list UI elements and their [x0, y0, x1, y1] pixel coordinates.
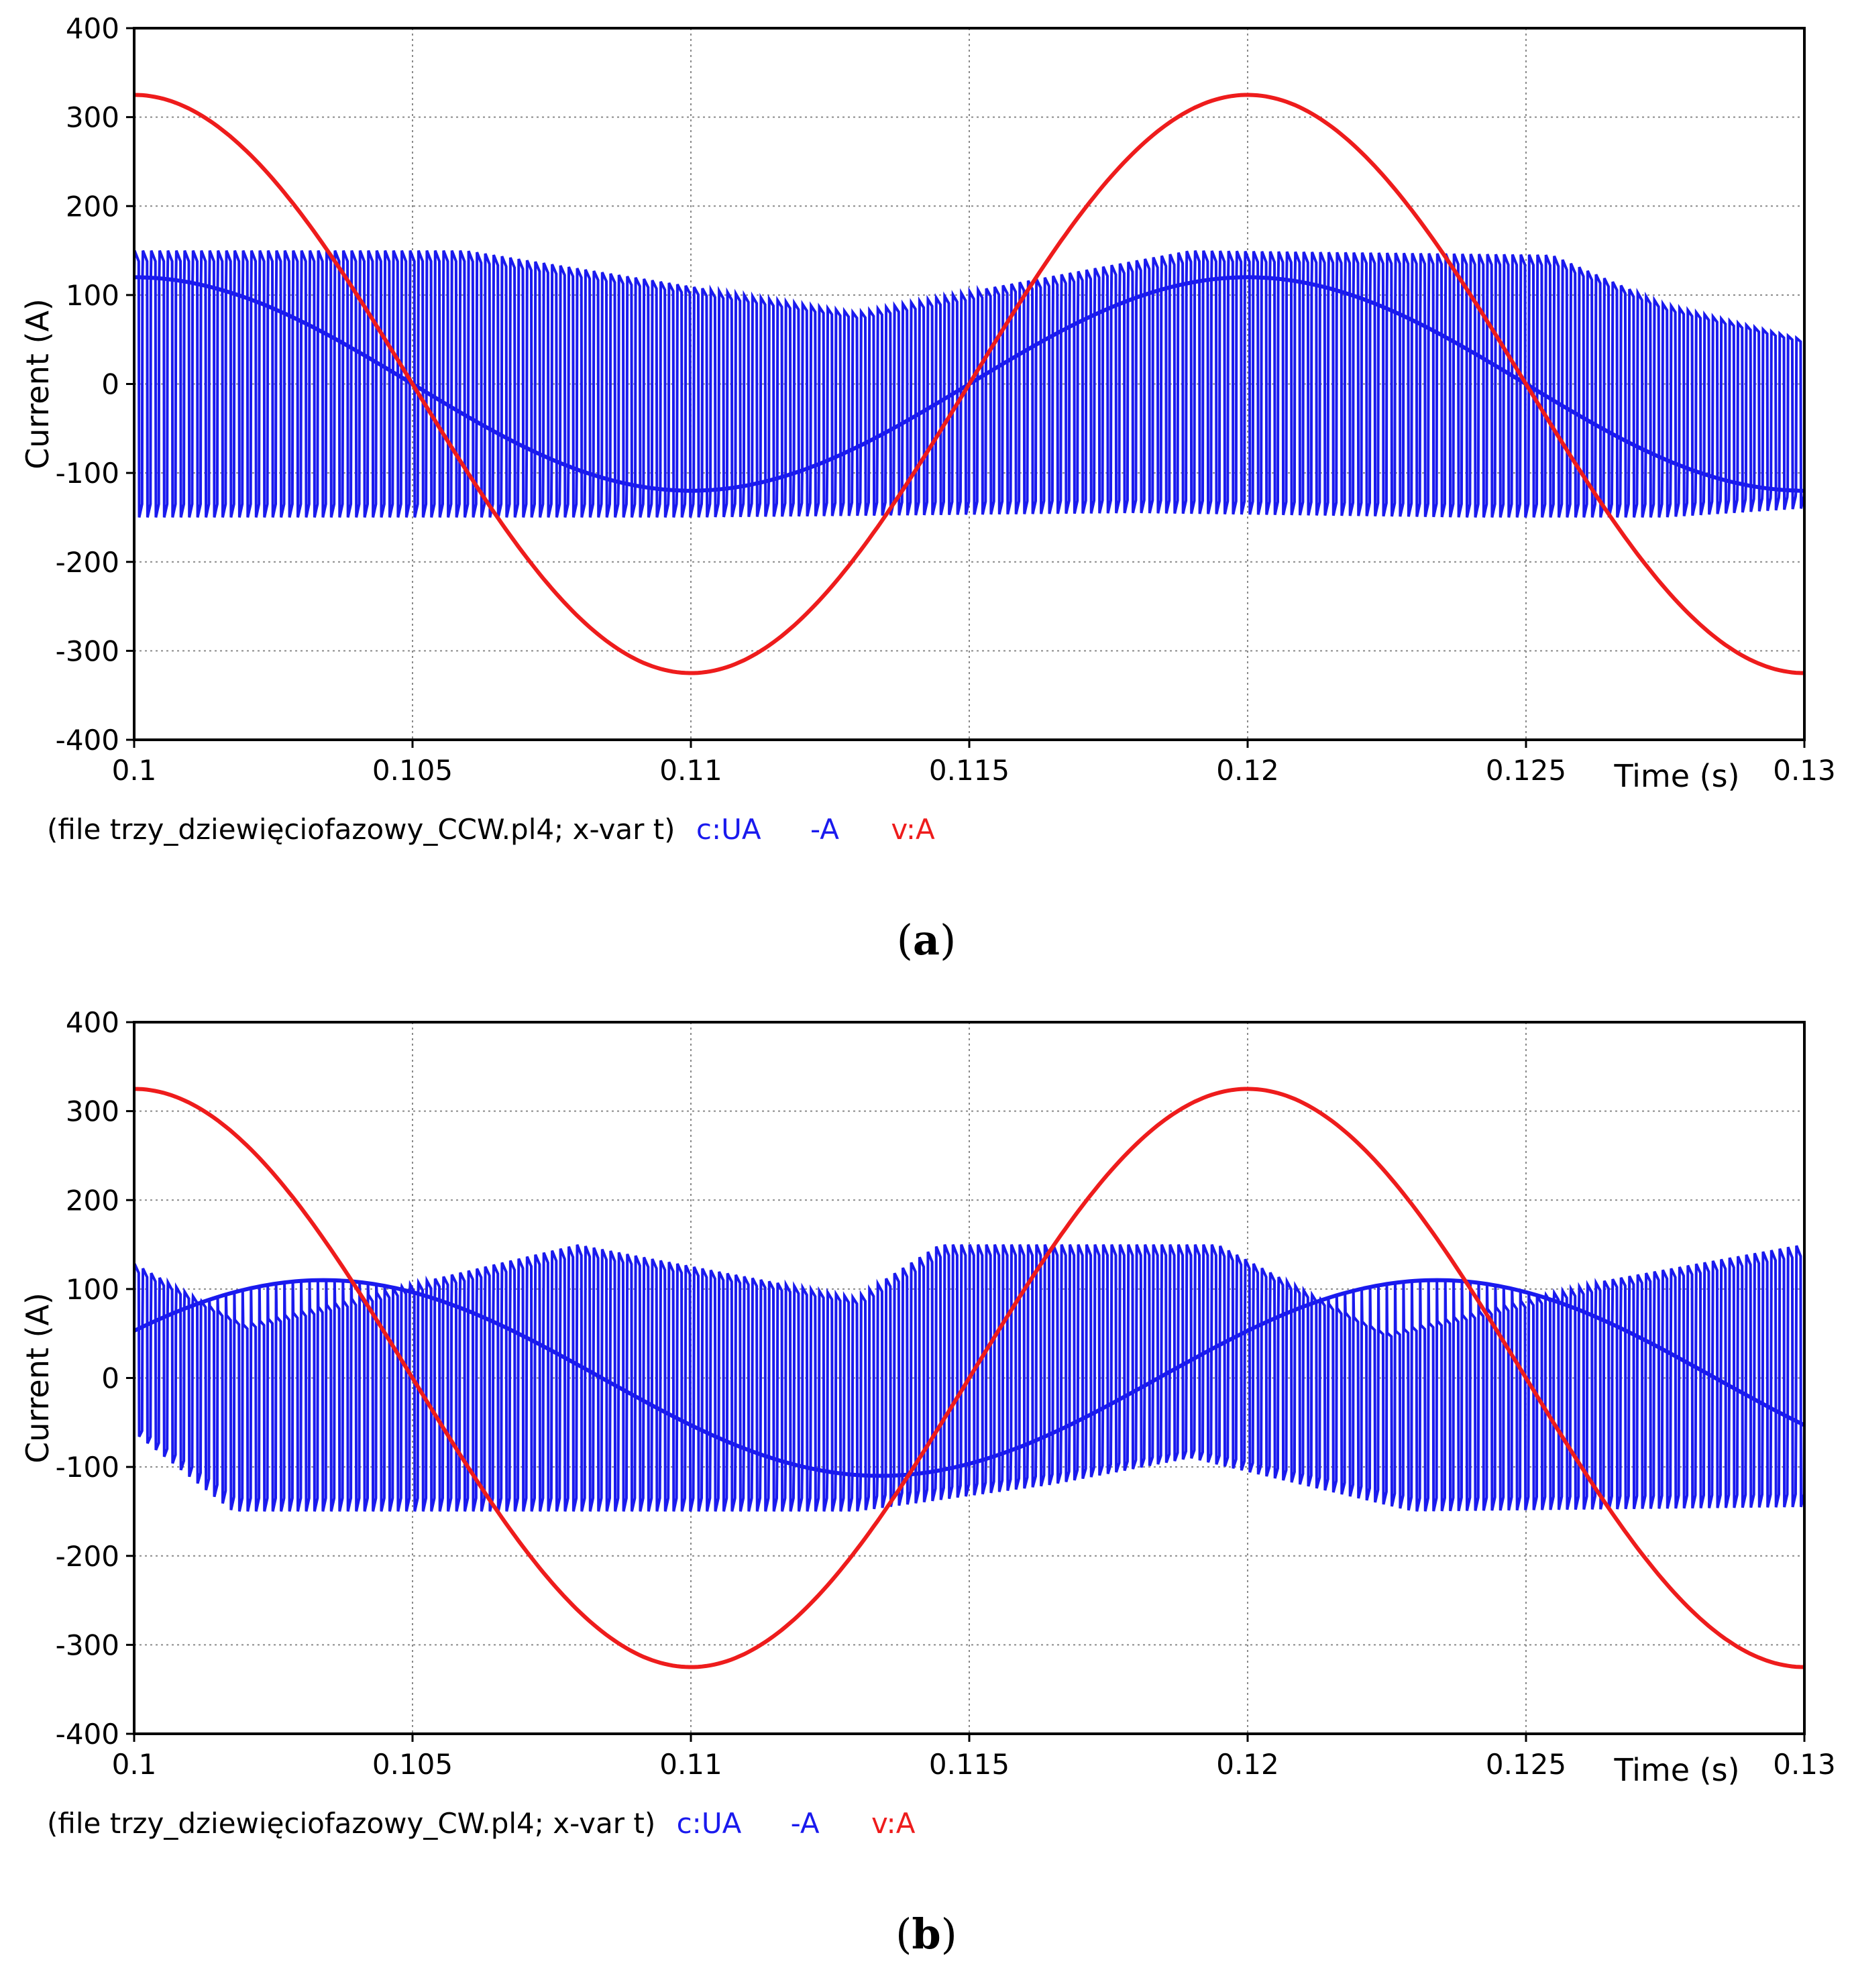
chart-b-panel-label: (b) — [895, 1910, 957, 1958]
chart-a-y-tick-label: -200 — [56, 546, 119, 579]
chart-b-y-tick-label: 0 — [101, 1362, 119, 1395]
chart-b-x-tick-label: 0.115 — [929, 1748, 1010, 1781]
chart-b-x-tick-label: 0.12 — [1216, 1748, 1279, 1781]
chart-b-y-ticks: 400 300 200 100 0 -100 -200 -300 -400 — [56, 1006, 134, 1751]
chart-a-y-tick-label: 200 — [66, 190, 119, 223]
chart-a-panel-label-letter: a — [913, 916, 940, 964]
chart-a-x-tick-label: 0.12 — [1216, 754, 1279, 787]
chart-a-file-caption: (file trzy_dziewięciofazowy_CCW.pl4; x-v… — [47, 813, 675, 846]
chart-panel-a: 400 300 200 100 0 -100 -200 -300 -400 0.1 0.105 0.… — [19, 12, 1836, 964]
chart-a-legend-va: v:A — [891, 813, 935, 846]
chart-b-caption: (file trzy_dziewięciofazowy_CW.pl4; x-va… — [47, 1807, 916, 1840]
chart-b-y-tick-label: 300 — [66, 1095, 119, 1128]
chart-a-series-voltage — [133, 93, 1805, 675]
chart-a-y-tick-label: 100 — [66, 279, 119, 312]
chart-b-panel-label-letter: b — [912, 1910, 940, 1958]
chart-b-y-tick-label: -100 — [56, 1451, 119, 1484]
chart-a-voltage-line — [133, 93, 1805, 675]
chart-a-panel-label: (a) — [897, 916, 957, 964]
chart-b-current-fundamental-line — [133, 1278, 1806, 1478]
chart-a-y-tick-label: -100 — [56, 457, 119, 490]
chart-b-legend-cua: c:UA — [677, 1807, 742, 1840]
chart-b-panel-label-close: ) — [941, 1910, 957, 1958]
chart-a-y-axis-title: Current (A) — [19, 298, 56, 470]
chart-a-panel-label-open: ( — [897, 916, 913, 964]
chart-b-x-tick-label: 0.11 — [659, 1748, 722, 1781]
chart-a-x-tick-label: 0.1 — [112, 754, 157, 787]
chart-a-y-tick-label: 300 — [66, 101, 119, 134]
chart-b-x-ticks: 0.1 0.105 0.11 0.115 0.12 0.125 0.13 — [112, 1734, 1836, 1781]
chart-a-y-tick-label: -300 — [56, 634, 119, 667]
chart-b-y-tick-label: -200 — [56, 1540, 119, 1573]
chart-a-y-ticks: 400 300 200 100 0 -100 -200 -300 -400 — [56, 12, 134, 757]
chart-b-series-current — [133, 1244, 1806, 1512]
chart-a-x-ticks: 0.1 0.105 0.11 0.115 0.12 0.125 0.13 — [112, 740, 1836, 787]
chart-b-x-tick-label: 0.13 — [1773, 1748, 1836, 1781]
chart-b-x-tick-label: 0.1 — [112, 1748, 157, 1781]
chart-a-y-tick-label: 400 — [66, 12, 119, 45]
chart-b-series-voltage — [133, 1087, 1805, 1669]
chart-a-y-tick-label: -400 — [56, 724, 119, 757]
chart-a-legend-minus-a: -A — [810, 813, 839, 846]
chart-a-x-tick-label: 0.125 — [1486, 754, 1566, 787]
chart-b-y-axis-title: Current (A) — [19, 1292, 56, 1464]
chart-b-file-caption: (file trzy_dziewięciofazowy_CW.pl4; x-va… — [47, 1807, 655, 1840]
chart-a-x-axis-title: Time (s) — [1613, 758, 1739, 794]
chart-a-x-tick-label: 0.11 — [659, 754, 722, 787]
chart-b-legend-minus-a: -A — [791, 1807, 820, 1840]
chart-b-y-tick-label: -300 — [56, 1628, 119, 1661]
chart-b-y-tick-label: -400 — [56, 1718, 119, 1751]
chart-a-x-tick-label: 0.13 — [1773, 754, 1836, 787]
chart-a-x-tick-label: 0.115 — [929, 754, 1010, 787]
chart-a-panel-label-close: ) — [940, 916, 956, 964]
chart-b-x-axis-title: Time (s) — [1613, 1752, 1739, 1788]
chart-b-x-tick-label: 0.125 — [1486, 1748, 1566, 1781]
chart-b-voltage-line — [133, 1087, 1805, 1669]
chart-b-y-tick-label: 100 — [66, 1273, 119, 1306]
chart-b-legend-va: v:A — [871, 1807, 916, 1840]
chart-b-panel-label-open: ( — [895, 1910, 912, 1958]
chart-a-x-tick-label: 0.105 — [372, 754, 453, 787]
chart-a-y-tick-label: 0 — [101, 368, 119, 401]
chart-panel-b: 400 300 200 100 0 -100 -200 -300 -400 0.1 0.105 0.… — [0, 994, 1852, 1988]
chart-b-y-tick-label: 400 — [66, 1006, 119, 1039]
chart-a-legend-cua: c:UA — [696, 813, 761, 846]
chart-b-x-tick-label: 0.105 — [372, 1748, 453, 1781]
chart-b-y-tick-label: 200 — [66, 1184, 119, 1217]
chart-a-caption: (file trzy_dziewięciofazowy_CCW.pl4; x-v… — [47, 813, 935, 846]
